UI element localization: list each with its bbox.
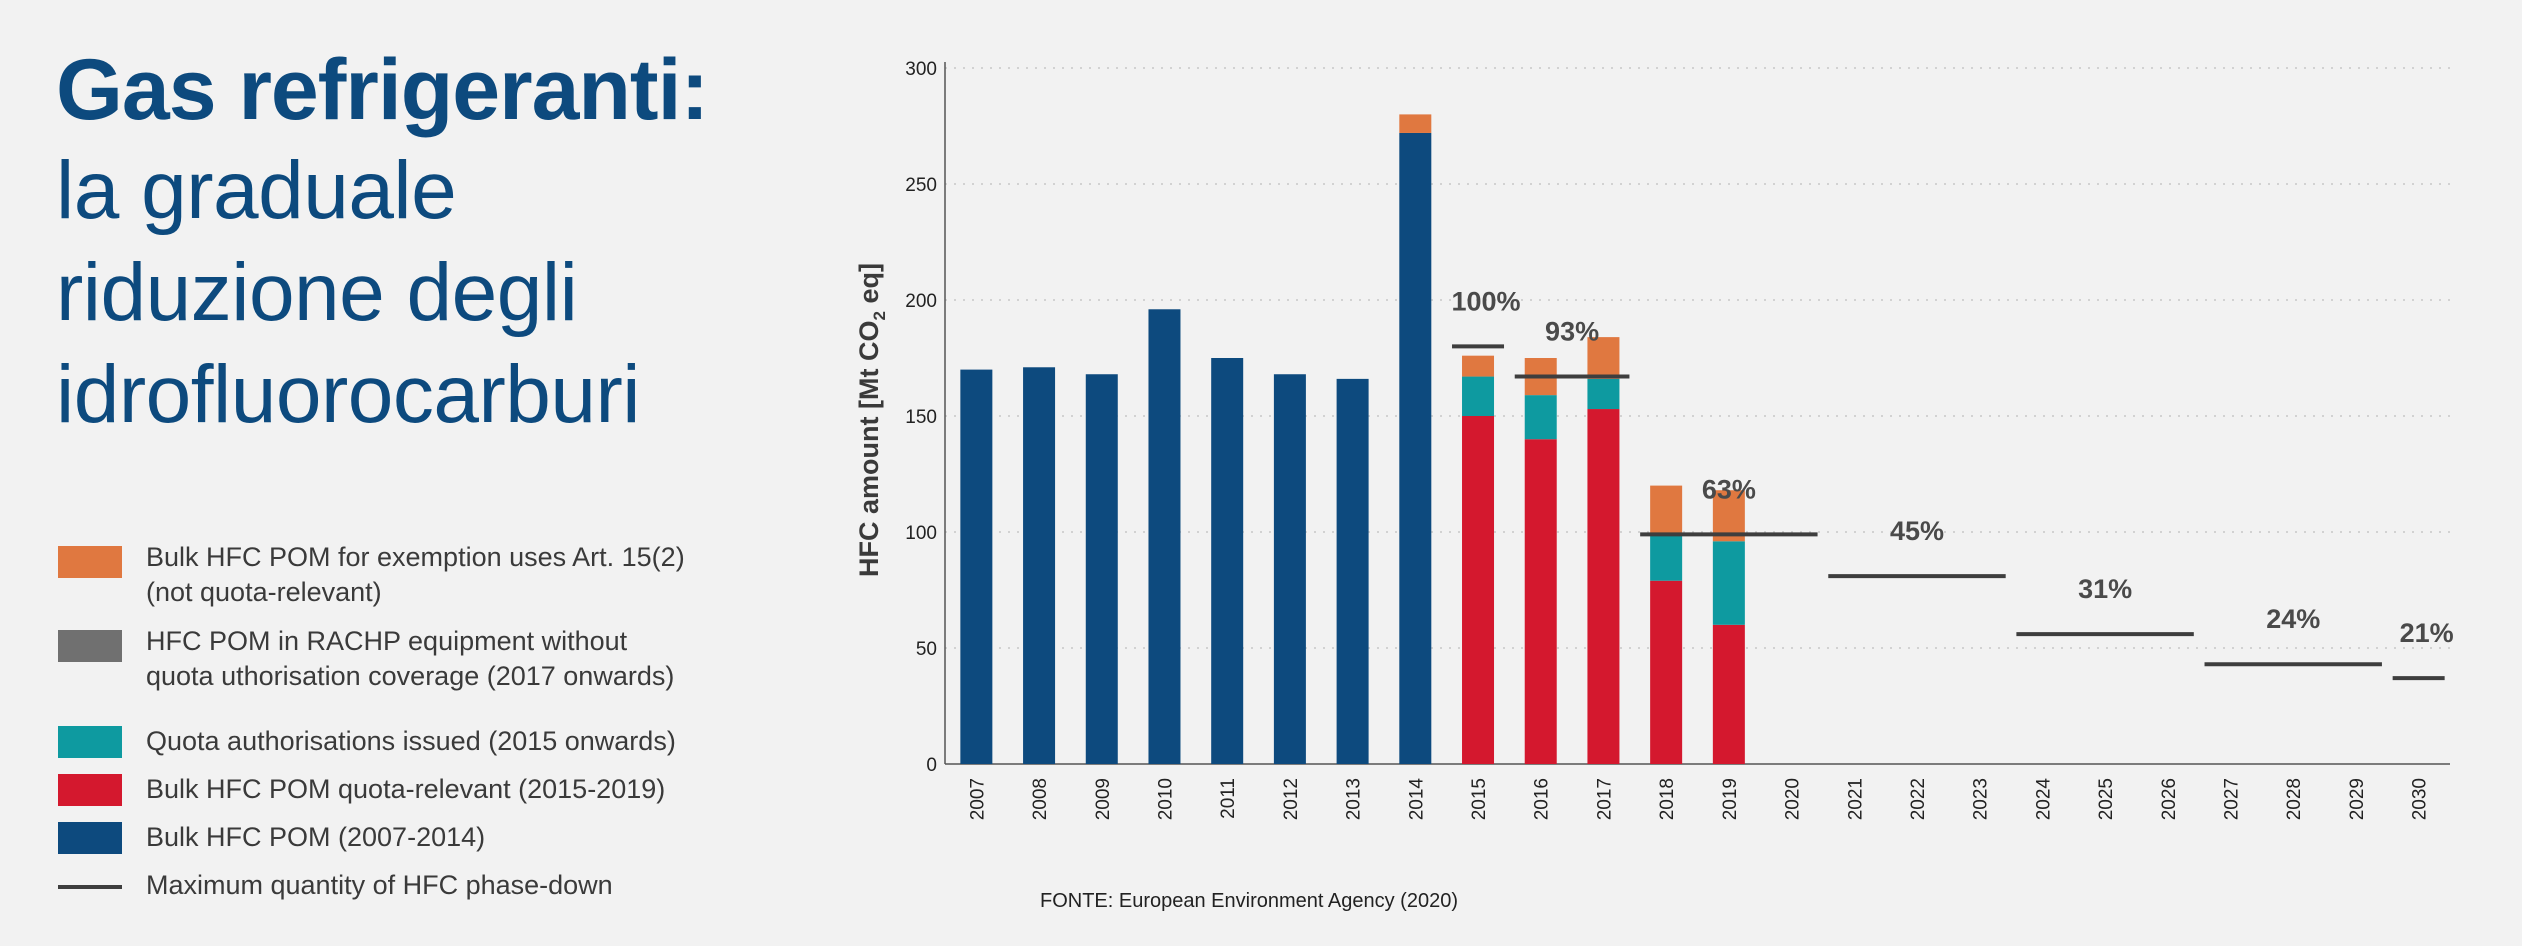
bar-segment <box>1650 580 1683 764</box>
bar-segment <box>1587 378 1620 410</box>
legend-swatch-bulk-pom <box>58 822 122 854</box>
phase-down-label: 45% <box>1890 516 1944 546</box>
bar-segment <box>1462 355 1495 377</box>
x-tick-label: 2030 <box>2410 778 2431 820</box>
bar-segment <box>1211 358 1244 764</box>
bar-segment <box>1650 534 1683 581</box>
bar-segment <box>1336 378 1369 764</box>
x-tick-label: 2018 <box>1657 778 1678 820</box>
legend-swatch-exemption <box>58 546 122 578</box>
y-tick-label: 200 <box>905 291 937 312</box>
x-tick-label: 2028 <box>2284 778 2305 820</box>
bar-segment <box>1023 367 1056 764</box>
title-line-2: riduzione degli <box>56 247 578 338</box>
bar-segment <box>1524 395 1557 440</box>
legend-label-rachp: HFC POM in RACHP equipment without quota… <box>146 626 675 691</box>
bar-segment <box>1462 416 1495 764</box>
y-tick-label: 50 <box>916 639 937 660</box>
x-tick-label: 2026 <box>2159 778 2180 820</box>
phase-down-label: 21% <box>2400 618 2454 648</box>
phase-down-label: 24% <box>2266 604 2320 634</box>
phase-down-label: 100% <box>1451 286 1520 316</box>
legend-label-bulk-pom: Bulk HFC POM (2007-2014) <box>146 822 486 852</box>
y-tick-label: 100 <box>905 523 937 544</box>
bar-segment <box>1462 376 1495 416</box>
bar-segment <box>1399 114 1432 133</box>
x-tick-label: 2010 <box>1155 778 1176 820</box>
bar-segment <box>1587 409 1620 764</box>
source-note: FONTE: European Environment Agency (2020… <box>1040 890 1458 912</box>
bar-segment <box>1399 132 1432 764</box>
x-tick-label: 2027 <box>2222 778 2243 820</box>
page-title: Gas refrigeranti: la graduale riduzione … <box>56 40 856 446</box>
x-tick-label: 2029 <box>2347 778 2368 820</box>
x-tick-label: 2014 <box>1406 778 1427 821</box>
bar-segment <box>1712 624 1745 764</box>
x-tick-label: 2016 <box>1532 778 1553 820</box>
y-tick-label: 150 <box>905 407 937 428</box>
x-tick-label: 2025 <box>2096 778 2117 820</box>
y-tick-label: 300 <box>905 59 937 80</box>
x-tick-label: 2007 <box>967 778 988 820</box>
bar-segment <box>1085 374 1118 764</box>
x-tick-label: 2022 <box>1908 778 1929 820</box>
x-tick-label: 2021 <box>1845 778 1866 820</box>
bar-segment <box>1712 541 1745 625</box>
x-tick-label: 2024 <box>2033 778 2054 821</box>
title-line-1: la graduale <box>56 145 457 236</box>
legend-swatch-quota-authorisations <box>58 726 122 758</box>
x-tick-label: 2015 <box>1469 778 1490 820</box>
legend-label-exemption: Bulk HFC POM for exemption uses Art. 15(… <box>146 542 685 607</box>
x-tick-label: 2011 <box>1218 778 1239 819</box>
x-tick-label: 2023 <box>1971 778 1992 820</box>
x-tick-label: 2013 <box>1344 778 1365 820</box>
legend-label-quota-relevant: Bulk HFC POM quota-relevant (2015-2019) <box>146 774 666 804</box>
phase-down-label: 93% <box>1545 317 1599 347</box>
x-tick-label: 2019 <box>1720 778 1741 820</box>
x-tick-label: 2012 <box>1281 778 1302 820</box>
title-line-3: idrofluorocarburi <box>56 349 641 440</box>
x-tick-label: 2020 <box>1783 778 1804 820</box>
y-axis-label: HFC amount [Mt CO2 eq] <box>854 263 889 577</box>
legend-swatch-rachp <box>58 630 122 662</box>
bar-segment <box>960 369 993 764</box>
phase-down-label: 31% <box>2078 574 2132 604</box>
bar-segment <box>1587 337 1620 379</box>
x-tick-label: 2009 <box>1093 778 1114 820</box>
y-tick-label: 0 <box>926 755 937 776</box>
legend-label-quota-authorisations: Quota authorisations issued (2015 onward… <box>146 726 676 756</box>
x-tick-label: 2017 <box>1594 778 1615 820</box>
bar-segment <box>1148 309 1181 764</box>
bar-segment <box>1524 439 1557 764</box>
legend-swatch-quota-relevant <box>58 774 122 806</box>
title-bold: Gas refrigeranti: <box>56 42 709 138</box>
bar-segment <box>1273 374 1306 764</box>
bar-segment <box>1650 485 1683 535</box>
legend-line-phase-down <box>58 885 122 889</box>
phase-down-label: 63% <box>1702 474 1756 504</box>
y-tick-label: 250 <box>905 175 937 196</box>
legend-label-phase-down: Maximum quantity of HFC phase-down <box>146 870 613 900</box>
x-tick-label: 2008 <box>1030 778 1051 820</box>
